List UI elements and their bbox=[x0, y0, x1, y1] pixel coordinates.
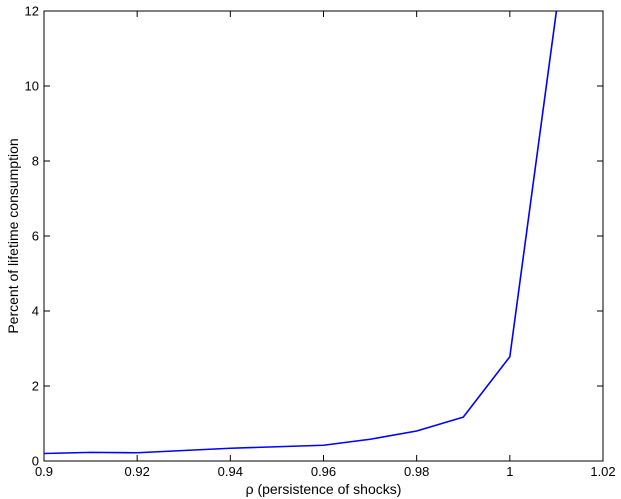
y-axis-label: Percent of lifetime consumption bbox=[5, 138, 21, 333]
y-tick-label: 4 bbox=[32, 304, 39, 319]
tick-labels: 0.9 0.92 0.94 0.96 0.98 1 1.02 0 2 4 6 8 10 12 bbox=[25, 4, 616, 480]
x-tick-label: 0.9 bbox=[35, 464, 53, 479]
x-tick-label: 0.92 bbox=[125, 464, 150, 479]
y-tick-label: 2 bbox=[32, 379, 39, 394]
y-tick-label: 12 bbox=[25, 4, 39, 19]
x-axis-label: ρ (persistence of shocks) bbox=[246, 481, 402, 497]
tick-marks bbox=[43, 10, 604, 462]
plot-area bbox=[43, 10, 604, 462]
x-tick-label: 0.94 bbox=[218, 464, 243, 479]
y-tick-label: 10 bbox=[25, 79, 39, 94]
y-tick-label: 0 bbox=[32, 454, 39, 469]
x-tick-label: 0.96 bbox=[311, 464, 336, 479]
y-tick-label: 6 bbox=[32, 229, 39, 244]
series-group bbox=[43, 10, 558, 455]
y-tick-label: 8 bbox=[32, 154, 39, 169]
series-line bbox=[43, 10, 558, 455]
x-tick-label: 1 bbox=[506, 464, 513, 479]
x-tick-label: 1.02 bbox=[590, 464, 615, 479]
x-tick-label: 0.98 bbox=[404, 464, 429, 479]
